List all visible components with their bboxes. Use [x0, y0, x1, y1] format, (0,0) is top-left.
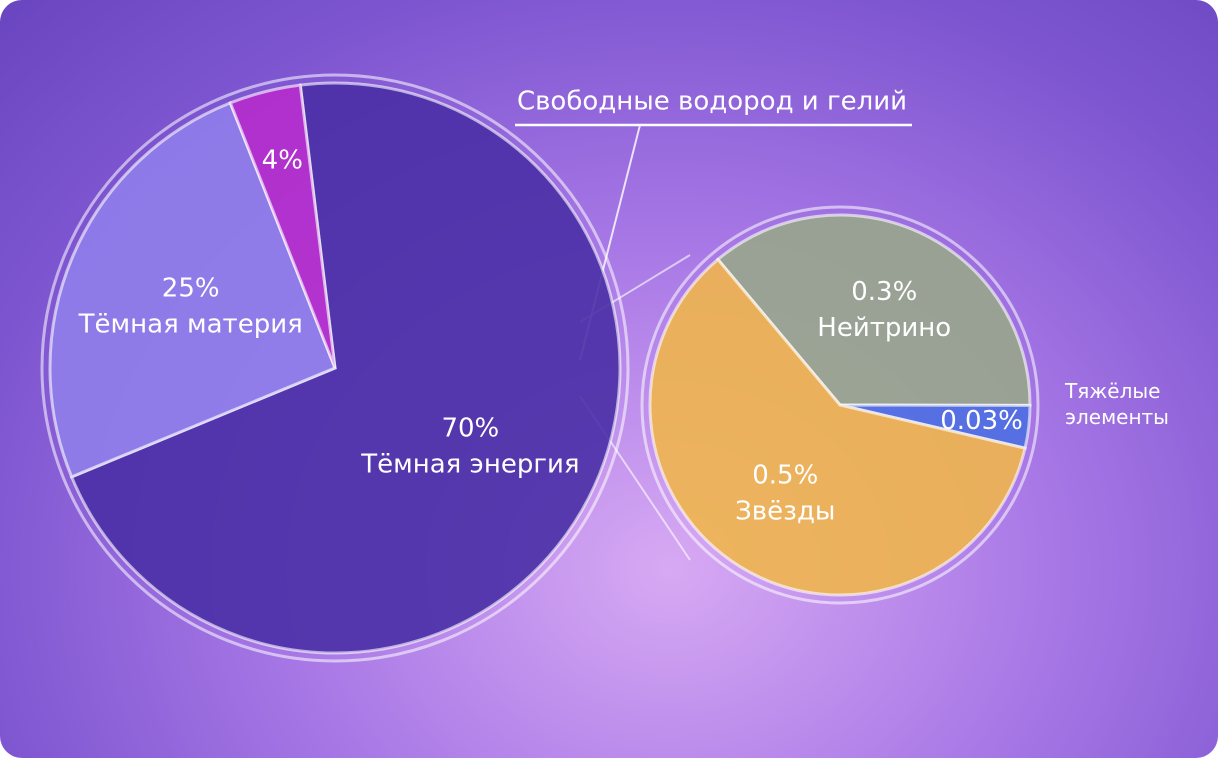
pie-slice [648, 257, 1027, 597]
value-label: 0.5% [752, 461, 818, 491]
pie-slice [48, 100, 337, 479]
category-label: Тяжёлые элементы [1065, 379, 1169, 429]
category-label: Тёмная энергия [360, 450, 579, 480]
value-label: 25% [162, 273, 220, 303]
category-label: Нейтрино [817, 313, 951, 343]
value-label: 70% [441, 414, 499, 444]
pie-rim [640, 205, 1040, 605]
value-label: 0.3% [851, 277, 917, 307]
value-label: 4% [262, 145, 303, 175]
pie-slice [715, 213, 1032, 407]
category-label: Свободные водород и гелий [517, 87, 907, 117]
pie-slice [228, 83, 337, 369]
pie-slice [69, 81, 622, 655]
pie-rim [40, 73, 630, 663]
category-label: Звёзды [735, 497, 835, 527]
category-label: Тёмная материя [78, 309, 303, 339]
